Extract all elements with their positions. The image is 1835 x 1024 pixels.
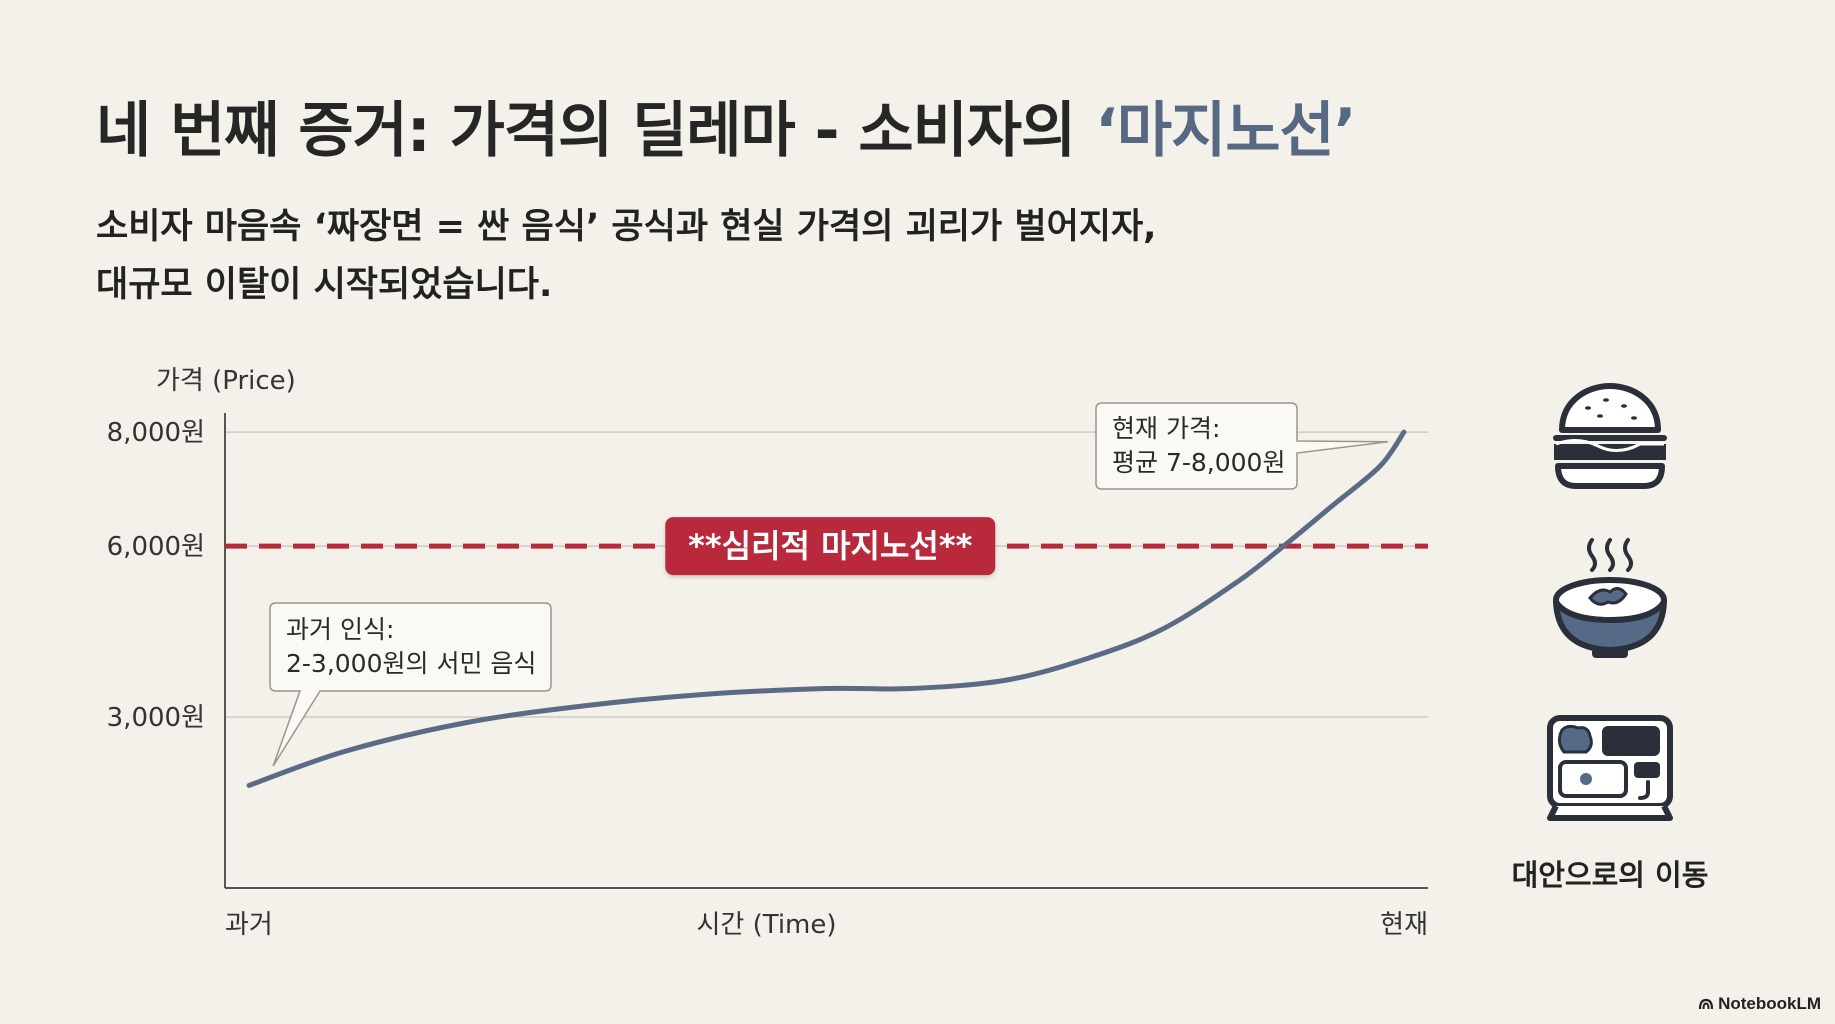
y-axis-title: 가격 (Price) bbox=[156, 366, 296, 396]
title-accent: ‘마지노선’ bbox=[1095, 96, 1356, 166]
notebooklm-logo-icon bbox=[1698, 998, 1714, 1010]
y-tick-label-2: 8,000원 bbox=[107, 418, 205, 448]
callout-current-line-0: 현재 가격: bbox=[1112, 414, 1220, 443]
brand-name: NotebookLM bbox=[1718, 994, 1821, 1013]
soup-bowl-icon bbox=[1553, 538, 1667, 658]
y-tick-label-0: 3,000원 bbox=[107, 703, 205, 733]
x-tick-label-1: 현재 bbox=[1380, 910, 1428, 940]
series-line-0 bbox=[246, 429, 1407, 788]
alternatives-label: 대안으로의 이동 bbox=[1511, 858, 1709, 892]
brand-watermark: NotebookLM bbox=[1698, 994, 1821, 1014]
callout-current-box bbox=[1095, 402, 1389, 490]
x-axis-title: 시간 (Time) bbox=[696, 910, 836, 940]
lunchbox-icon bbox=[1547, 715, 1673, 821]
callout-past-line-1: 2-3,000원의 서민 음식 bbox=[286, 649, 536, 678]
x-tick-label-0: 과거 bbox=[225, 910, 273, 940]
y-tick-label-1: 6,000원 bbox=[107, 532, 205, 562]
page-subtitle: 소비자 마음속 ‘짜장면 = 싼 음식’ 공식과 현실 가격의 괴리가 벌어지자… bbox=[96, 198, 1156, 314]
callout-past-line-0: 과거 인식: bbox=[286, 615, 394, 644]
subtitle-line-2: 대규모 이탈이 시작되었습니다. bbox=[96, 265, 553, 305]
threshold-label-box bbox=[665, 517, 996, 576]
title-main: 네 번째 증거: 가격의 딜레마 - 소비자의 bbox=[96, 96, 1096, 166]
page-title: 네 번째 증거: 가격의 딜레마 - 소비자의 ‘마지노선’ bbox=[96, 82, 1357, 169]
subtitle-line-1: 소비자 마음속 ‘짜장면 = 싼 음식’ 공식과 현실 가격의 괴리가 벌어지자… bbox=[96, 207, 1157, 247]
callout-past-box bbox=[269, 602, 552, 767]
threshold-label: **심리적 마지노선** bbox=[688, 527, 972, 565]
callout-current-line-1: 평균 7-8,000원 bbox=[1112, 448, 1285, 477]
hamburger-icon bbox=[1553, 383, 1667, 489]
